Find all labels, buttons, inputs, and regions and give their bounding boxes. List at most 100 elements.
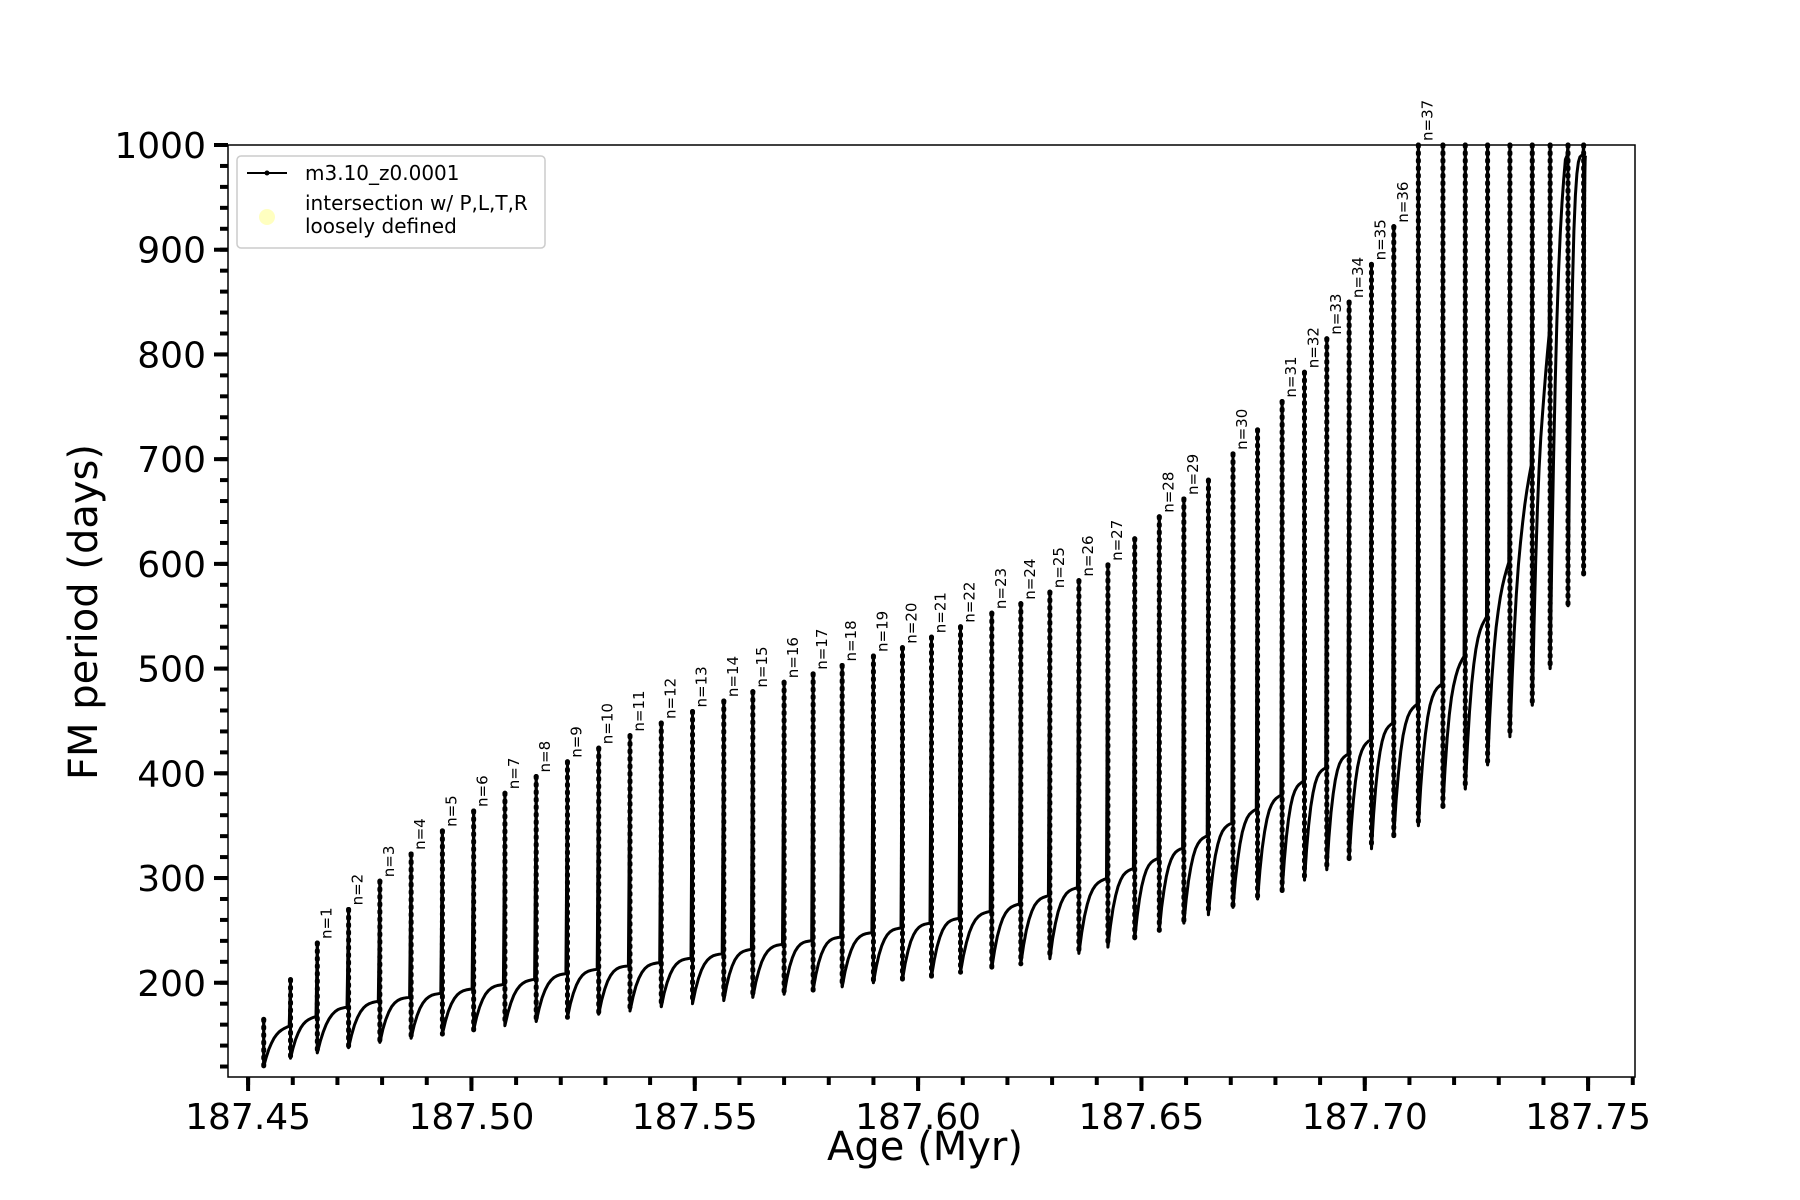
pulse-peak-point [377, 878, 383, 884]
pulse-peak-point [929, 634, 934, 640]
pulse-label: n=20 [903, 603, 921, 644]
pulse-label: n=2 [349, 874, 367, 906]
y-axis-label: FM period (days) [61, 444, 107, 780]
legend-label-intersection: intersection w/ P,L,T,R [305, 191, 528, 215]
pulse-peak-point [1301, 369, 1307, 375]
pulse-peak-point [1047, 589, 1053, 595]
x-tick-label: 187.75 [1525, 1097, 1651, 1138]
data-layer: n=1 n=2 n=3 n=4 n=5 n=6 n=7 n=8 n=9 n=10 n=11 n=12 n… [261, 100, 1587, 1070]
pulse-peak-point [1346, 299, 1352, 305]
pulse-label: n=13 [693, 666, 711, 707]
pulse-label: n=9 [568, 726, 586, 758]
pulse-peak-point [564, 759, 570, 765]
pulse-label: n=35 [1372, 219, 1390, 260]
legend-box [236, 155, 546, 249]
axes-layer: 187.45 187.50 187.55 187.60 187.65 187.70 187.… [114, 126, 1651, 1138]
plot-frame [227, 144, 1636, 1078]
series-line-m3-10 [262, 143, 1587, 1068]
pulse-label: n=22 [961, 582, 979, 623]
pulse-peak-point [288, 977, 294, 983]
pulse-peak-point [1368, 261, 1374, 267]
pulse-label: n=4 [411, 818, 429, 850]
pulse-peak-point [839, 662, 845, 668]
pulse-peak-point [439, 828, 445, 834]
x-tick-label: 187.60 [855, 1097, 981, 1138]
pulse-peak-point [899, 645, 905, 651]
pulse-peak-point [1181, 496, 1187, 502]
pulse-peak-point [781, 679, 787, 685]
legend: m3.10_z0.0001 intersection w/ P,L,T,Rloos… [236, 155, 546, 249]
pulse-label: n=5 [442, 795, 460, 827]
pulse-peak-point [1391, 224, 1397, 230]
pulse-label: n=8 [536, 741, 554, 773]
pulse-peak-point [958, 624, 964, 630]
pulse-label: n=16 [784, 637, 802, 678]
pulse-peak-point [1324, 336, 1330, 342]
pulse-label: n=15 [753, 646, 771, 687]
pulse-label: n=1 [317, 907, 335, 939]
pulse-peak-point [314, 940, 320, 946]
pulse-label: n=11 [630, 690, 648, 731]
pulse-label: n=26 [1079, 535, 1097, 576]
pulse-peak-point [596, 745, 602, 751]
pulse-peak-point [1132, 536, 1138, 542]
pulse-peak-point [502, 790, 508, 796]
pulse-peak-point [408, 851, 414, 857]
pulse-label: n=14 [724, 656, 742, 697]
pulse-label: n=37 [1418, 100, 1436, 141]
pulse-label: n=21 [932, 592, 950, 633]
pulse-label: n=31 [1282, 356, 1300, 397]
pulse-label: n=25 [1050, 547, 1068, 588]
pulse-label: n=28 [1159, 472, 1177, 513]
y-tick-label: 700 [137, 440, 206, 481]
y-tick-label: 1000 [114, 126, 206, 167]
x-axis-label: Age (Myr) [827, 1124, 1023, 1170]
pulse-label: n=19 [873, 611, 891, 652]
pulse-peak-point [989, 610, 995, 616]
y-tick-label: 800 [137, 335, 206, 376]
pulse-label: n=30 [1233, 409, 1251, 450]
pulse-peak-point [721, 698, 727, 704]
pulse-peak-point [1255, 427, 1261, 433]
pulse-peak-point [1105, 562, 1111, 568]
pulse-peak-point [261, 1016, 267, 1022]
y-tick-label: 600 [137, 545, 206, 586]
x-tick-label: 187.45 [185, 1097, 311, 1138]
pulse-label: n=33 [1327, 294, 1345, 335]
y-tick-label: 200 [137, 964, 206, 1005]
pulse-peak-point [1156, 514, 1162, 520]
legend-marker-m3-10 [264, 170, 270, 176]
pulse-peak-point [750, 689, 756, 695]
pulse-peak-point [1230, 451, 1236, 457]
pulse-label: n=6 [474, 775, 492, 807]
pulse-peak-point [658, 720, 664, 726]
pulse-label: n=32 [1305, 327, 1323, 368]
x-tick-label: 187.50 [408, 1097, 534, 1138]
x-tick-label: 187.55 [632, 1097, 758, 1138]
legend-label-m3-10: m3.10_z0.0001 [305, 161, 460, 185]
pulse-peak-point [810, 671, 816, 677]
y-tick-label: 900 [137, 231, 206, 272]
pulse-label: n=3 [380, 846, 398, 878]
pulse-peak-point [1279, 399, 1285, 405]
pulse-label: n=12 [661, 678, 679, 719]
pulse-peak-point [690, 709, 696, 715]
y-tick-label: 300 [137, 859, 206, 900]
pulse-label: n=27 [1108, 520, 1126, 561]
pulse-label: n=24 [1021, 559, 1039, 600]
legend-label-intersection: loosely defined [305, 214, 457, 238]
x-tick-label: 187.65 [1078, 1097, 1204, 1138]
pulse-peak-point [533, 773, 539, 779]
pulse-peak-point [471, 808, 477, 814]
pulse-peak-point [870, 653, 876, 659]
pulse-peak-point [627, 733, 633, 739]
legend-marker-intersection [259, 209, 275, 225]
x-tick-label: 187.70 [1302, 1097, 1428, 1138]
pulse-peak-point [1205, 477, 1211, 483]
pulse-peak-point [1018, 601, 1024, 607]
pulse-label: n=7 [505, 758, 523, 790]
pulse-label: n=29 [1184, 454, 1202, 495]
pulse-peak-point [1076, 578, 1082, 584]
y-tick-label: 400 [137, 754, 206, 795]
